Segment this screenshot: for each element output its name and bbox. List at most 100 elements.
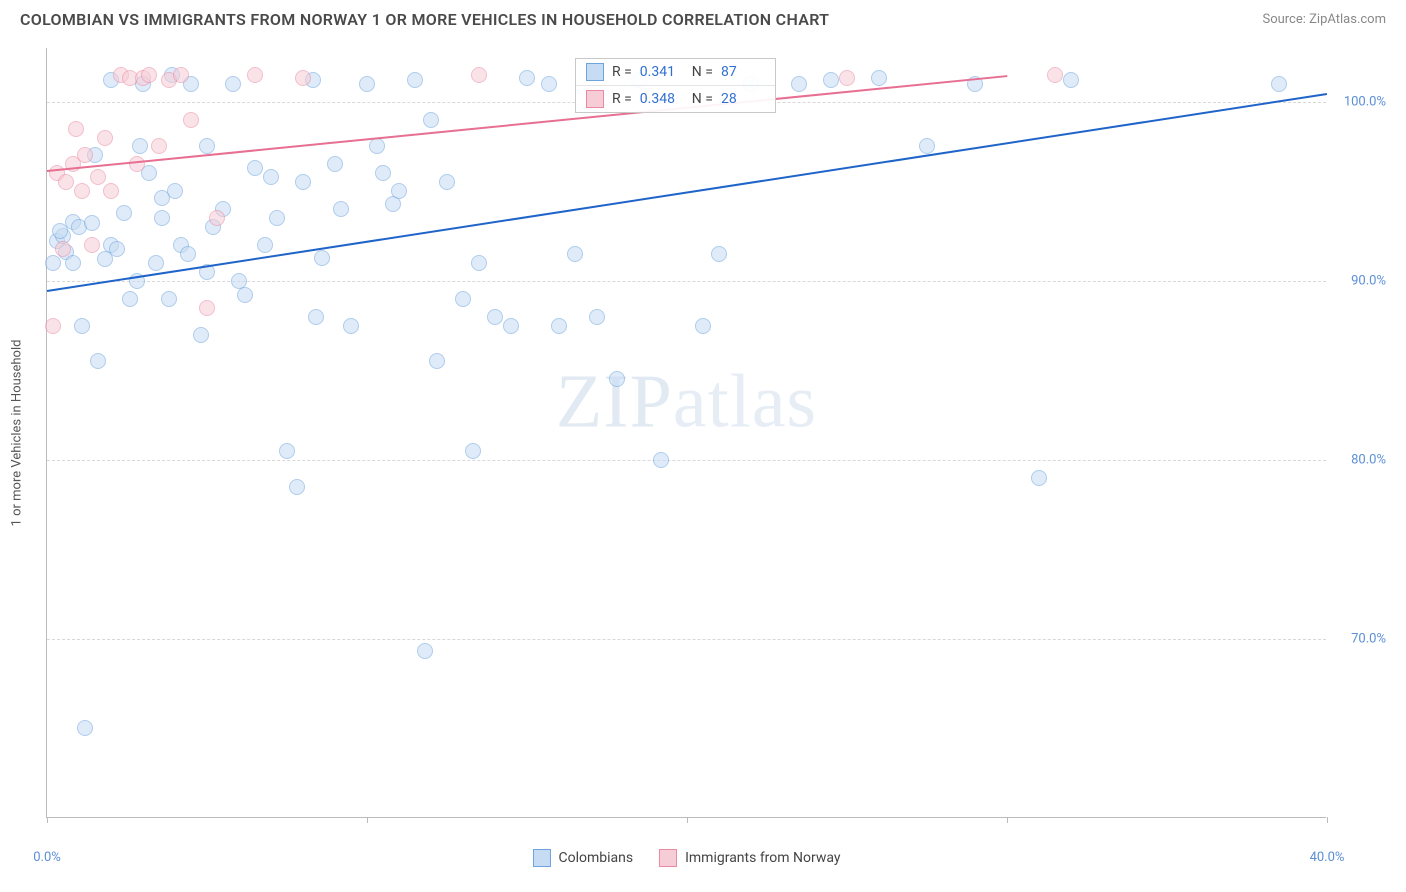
- data-point: [541, 76, 557, 92]
- data-point: [391, 183, 407, 199]
- stats-row: R =0.348N =28: [576, 86, 775, 112]
- data-point: [407, 72, 423, 88]
- legend-swatch: [586, 90, 604, 108]
- y-tick-label: 90.0%: [1336, 273, 1386, 288]
- x-tick: [1327, 817, 1328, 823]
- data-point: [519, 70, 535, 86]
- data-point: [68, 121, 84, 137]
- data-point: [173, 67, 189, 83]
- data-point: [77, 147, 93, 163]
- data-point: [375, 165, 391, 181]
- stats-box: R =0.341N =87R =0.348N =28: [575, 58, 776, 113]
- source-attribution: Source: ZipAtlas.com: [1262, 12, 1386, 27]
- data-point: [465, 443, 481, 459]
- data-point: [122, 291, 138, 307]
- data-point: [183, 112, 199, 128]
- data-point: [551, 318, 567, 334]
- stat-r-value: 0.348: [640, 91, 684, 107]
- legend-label: Colombians: [558, 850, 633, 866]
- data-point: [193, 327, 209, 343]
- legend: Colombians Immigrants from Norway: [532, 849, 840, 867]
- data-point: [369, 138, 385, 154]
- data-point: [1031, 470, 1047, 486]
- data-point: [269, 210, 285, 226]
- data-point: [308, 309, 324, 325]
- legend-label: Immigrants from Norway: [685, 850, 840, 866]
- data-point: [791, 76, 807, 92]
- data-point: [109, 241, 125, 257]
- data-point: [471, 255, 487, 271]
- data-point: [343, 318, 359, 334]
- data-point: [180, 246, 196, 262]
- data-point: [423, 112, 439, 128]
- x-tick-label: 40.0%: [1310, 850, 1345, 865]
- data-point: [84, 237, 100, 253]
- data-point: [919, 138, 935, 154]
- data-point: [295, 174, 311, 190]
- data-point: [1271, 76, 1287, 92]
- data-point: [823, 72, 839, 88]
- data-point: [1047, 67, 1063, 83]
- data-point: [97, 251, 113, 267]
- data-point: [90, 169, 106, 185]
- trend-line: [47, 93, 1327, 292]
- data-point: [487, 309, 503, 325]
- stat-n-value: 87: [721, 64, 765, 80]
- x-tick: [47, 817, 48, 823]
- data-point: [609, 371, 625, 387]
- data-point: [289, 479, 305, 495]
- stat-r-label: R =: [612, 64, 632, 80]
- data-point: [359, 76, 375, 92]
- data-point: [471, 67, 487, 83]
- data-point: [74, 318, 90, 334]
- data-point: [154, 210, 170, 226]
- data-point: [161, 291, 177, 307]
- stat-n-value: 28: [721, 91, 765, 107]
- data-point: [199, 300, 215, 316]
- data-point: [209, 210, 225, 226]
- watermark-text: ZIPatlas: [556, 358, 817, 445]
- data-point: [567, 246, 583, 262]
- data-point: [295, 70, 311, 86]
- data-point: [58, 174, 74, 190]
- data-point: [225, 76, 241, 92]
- data-point: [247, 67, 263, 83]
- x-tick: [367, 817, 368, 823]
- legend-item: Immigrants from Norway: [659, 849, 840, 867]
- stat-n-label: N =: [692, 91, 713, 107]
- data-point: [90, 353, 106, 369]
- data-point: [97, 130, 113, 146]
- data-point: [132, 138, 148, 154]
- scatter-chart: 1 or more Vehicles in Household ZIPatlas…: [46, 48, 1326, 818]
- y-tick-label: 100.0%: [1336, 94, 1386, 109]
- data-point: [439, 174, 455, 190]
- data-point: [55, 241, 71, 257]
- legend-swatch: [532, 849, 550, 867]
- data-point: [263, 169, 279, 185]
- data-point: [417, 643, 433, 659]
- data-point: [129, 156, 145, 172]
- y-axis-title: 1 or more Vehicles in Household: [10, 339, 25, 526]
- data-point: [327, 156, 343, 172]
- data-point: [77, 720, 93, 736]
- data-point: [103, 183, 119, 199]
- y-tick-label: 80.0%: [1336, 452, 1386, 467]
- legend-item: Colombians: [532, 849, 633, 867]
- legend-swatch: [659, 849, 677, 867]
- stat-r-value: 0.341: [640, 64, 684, 80]
- data-point: [45, 318, 61, 334]
- data-point: [151, 138, 167, 154]
- data-point: [503, 318, 519, 334]
- gridline: [47, 639, 1326, 640]
- x-tick: [1007, 817, 1008, 823]
- data-point: [839, 70, 855, 86]
- data-point: [711, 246, 727, 262]
- data-point: [653, 452, 669, 468]
- legend-swatch: [586, 63, 604, 81]
- y-tick-label: 70.0%: [1336, 631, 1386, 646]
- x-tick-label: 0.0%: [33, 850, 61, 865]
- data-point: [455, 291, 471, 307]
- data-point: [167, 183, 183, 199]
- data-point: [247, 160, 263, 176]
- data-point: [695, 318, 711, 334]
